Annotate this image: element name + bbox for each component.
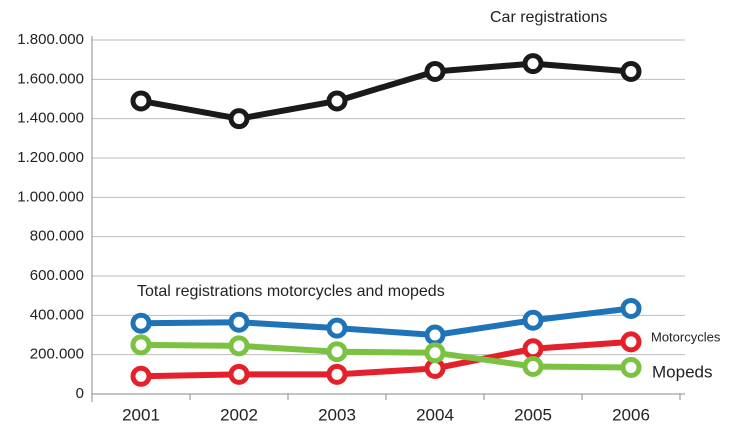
y-tick-label: 600.000 [30, 267, 84, 284]
series-line [140, 338, 632, 380]
y-tick-label: 800.000 [30, 228, 84, 245]
x-tick-label: 2006 [612, 405, 650, 424]
point-marker [522, 355, 544, 377]
point-marker [620, 297, 642, 319]
series-line [140, 305, 632, 338]
y-tick-label: 1.200.000 [17, 149, 84, 166]
point-marker [228, 311, 250, 333]
point-marker [424, 324, 446, 346]
y-tick-label: 0 [76, 385, 84, 402]
point-marker [522, 53, 544, 75]
point-marker [326, 341, 348, 363]
x-tick-label: 2001 [122, 405, 160, 424]
point-marker [326, 90, 348, 112]
y-tick-label: 200.000 [30, 346, 84, 363]
point-marker [130, 365, 152, 387]
point-marker [326, 317, 348, 339]
x-tick-label: 2003 [318, 405, 356, 424]
series-label: Car registrations [490, 9, 607, 26]
x-tick-label: 2004 [416, 405, 454, 424]
point-marker [620, 60, 642, 82]
point-marker [326, 363, 348, 385]
point-marker [424, 60, 446, 82]
x-tick-label: 2005 [514, 405, 552, 424]
series-label: Mopeds [652, 362, 712, 381]
series-label: Motorcycles [651, 329, 721, 344]
point-marker [522, 309, 544, 331]
x-tick-label: 2002 [220, 405, 258, 424]
point-marker [130, 90, 152, 112]
y-tick-label: 1.800.000 [17, 31, 84, 48]
point-marker [228, 335, 250, 357]
series-line [140, 341, 632, 371]
point-marker [620, 331, 642, 353]
point-marker [424, 342, 446, 364]
point-marker [130, 334, 152, 356]
point-marker [228, 108, 250, 130]
point-marker [130, 312, 152, 334]
y-tick-label: 400.000 [30, 306, 84, 323]
point-marker [620, 356, 642, 378]
y-tick-label: 1.600.000 [17, 70, 84, 87]
series-label: Total registrations motorcycles and mope… [137, 283, 445, 300]
point-marker [522, 338, 544, 360]
point-marker [228, 363, 250, 385]
y-tick-label: 1.400.000 [17, 110, 84, 127]
y-tick-label: 1.000.000 [17, 188, 84, 205]
series-line [140, 60, 632, 122]
